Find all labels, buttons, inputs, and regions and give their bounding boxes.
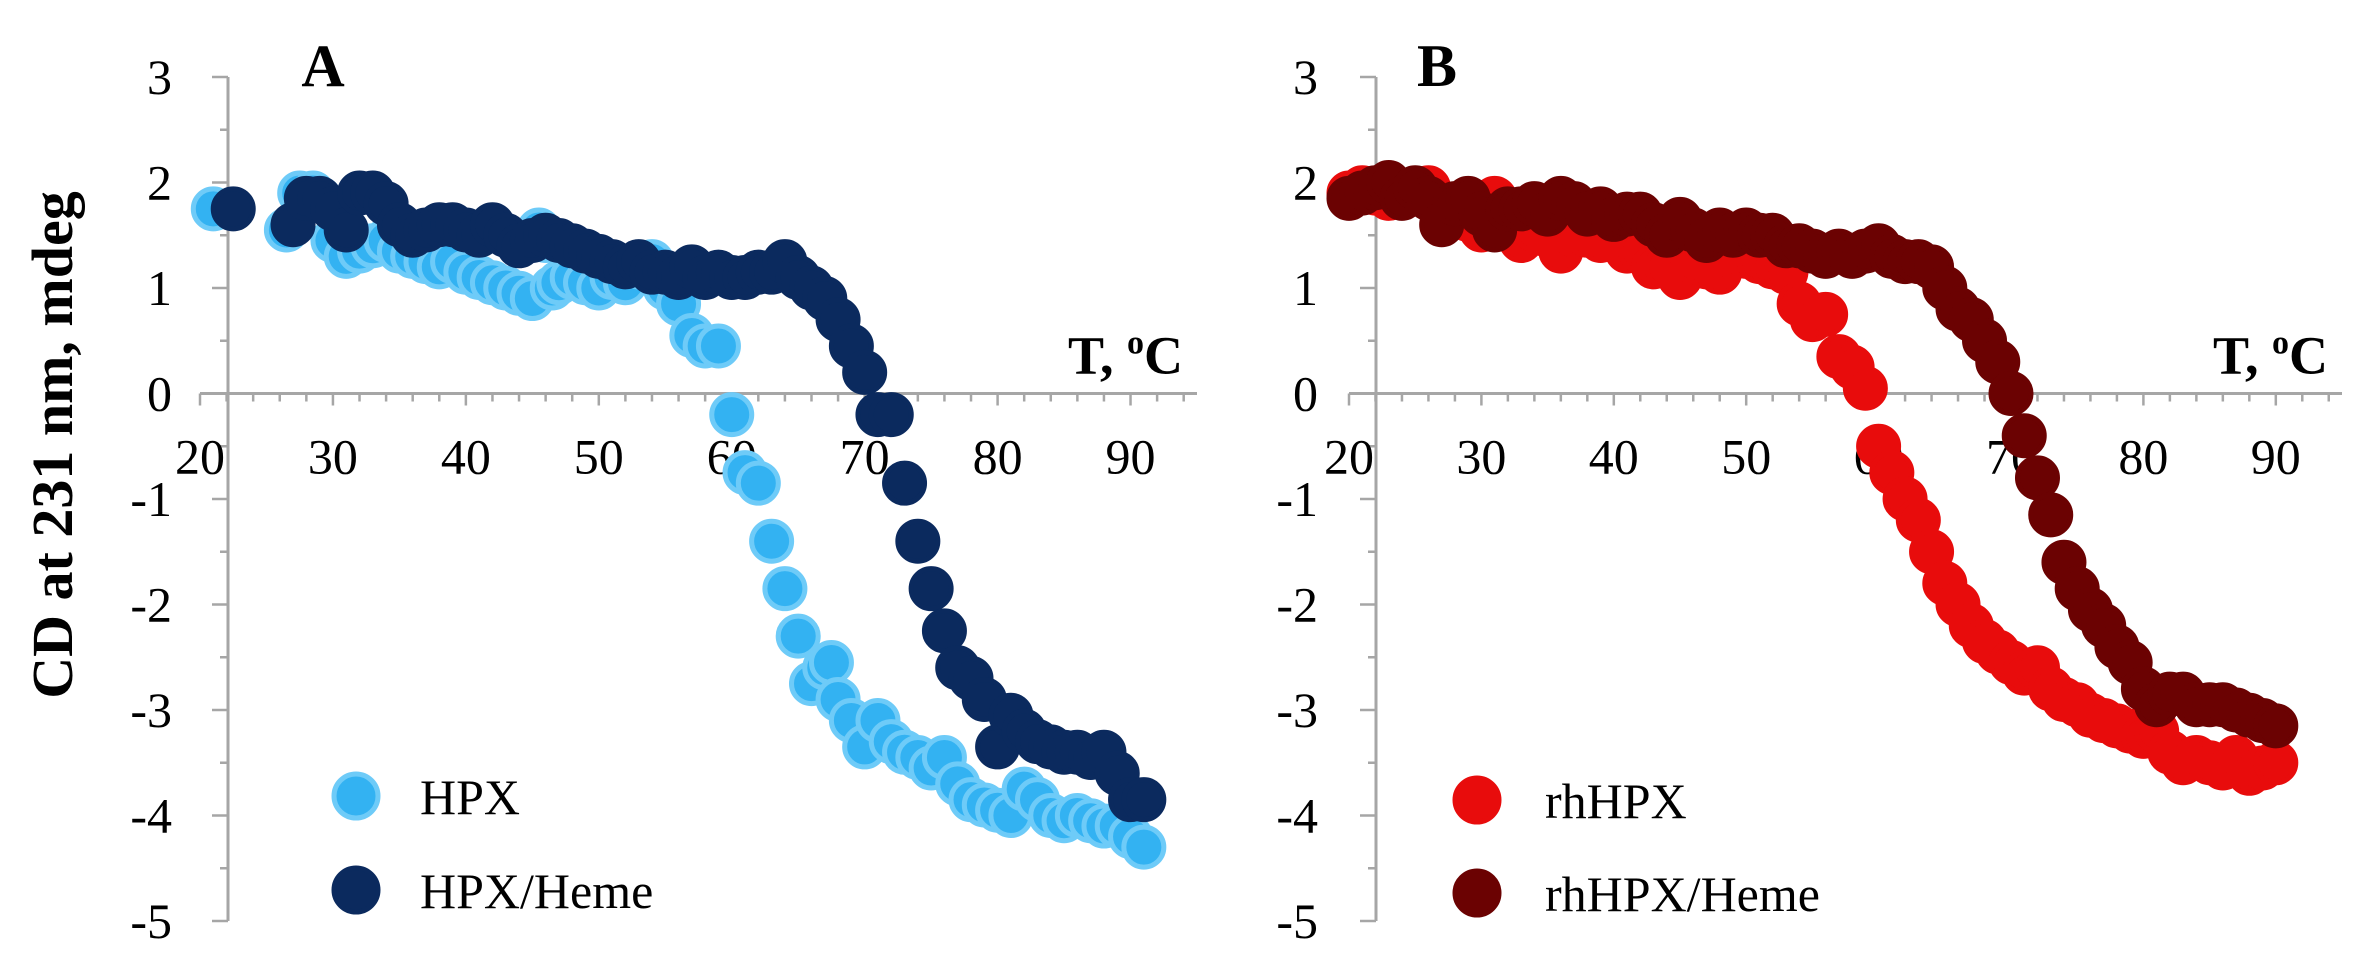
panel-a-point: [762, 566, 808, 612]
panel-a-x-tick-label: 80: [973, 429, 1023, 485]
panel-a-y-tick-label: -3: [130, 682, 172, 738]
panel-a-point: [1121, 777, 1167, 823]
panel-a-point: [775, 613, 821, 659]
panel-a-y-tick-label: 0: [147, 366, 172, 422]
panel-b-y-tick-label: 1: [1293, 260, 1318, 316]
panel-a-y-tick-label: -1: [130, 471, 172, 527]
panel-b-point: [2001, 413, 2047, 459]
y-axis-label: CD at 231 nm, mdeg: [20, 191, 85, 698]
panel-b-point: [2253, 703, 2299, 749]
panel-b-point: [2253, 740, 2299, 786]
panel-a-x-tick-label: 90: [1106, 429, 1156, 485]
panel-a-x-tick-label: 70: [840, 429, 890, 485]
panel-a-point: [868, 392, 914, 438]
panel-a-x-tick-label: 40: [441, 429, 491, 485]
panel-a-legend-label: HPX: [420, 769, 520, 825]
panel-b-x-tick-label: 50: [1721, 429, 1771, 485]
panel-a-y-tick-label: -4: [130, 788, 172, 844]
panel-a-x-tick-label: 20: [175, 429, 225, 485]
panel-b-point: [2014, 455, 2060, 501]
panel-b-y-tick-label: 3: [1293, 49, 1318, 105]
panel-a-series-2: [210, 170, 1167, 823]
panel-a-y-tick-label: 2: [147, 155, 172, 211]
panel-b-series-2: [1326, 160, 2299, 749]
panel-a-point: [323, 207, 369, 253]
panel-a-point: [749, 518, 795, 564]
panel-b-y-tick-label: 0: [1293, 366, 1318, 422]
panel-b-legend-marker: [1452, 868, 1502, 918]
panel-b-y-tick-label: 2: [1293, 155, 1318, 211]
panel-b-point: [1842, 365, 1888, 411]
panel-b-y-tick-label: -3: [1276, 682, 1318, 738]
panel-a-point: [1121, 824, 1167, 870]
panel-b-point: [1803, 291, 1849, 337]
panel-b-point: [1988, 371, 2034, 416]
panel-a-legend-marker: [331, 771, 381, 821]
panel-a-y-tick-label: 3: [147, 49, 172, 105]
panel-a-point: [921, 608, 967, 654]
panel-b-x-tick-label: 30: [1456, 429, 1506, 485]
panel-a-x-axis-title: T, oC: [1068, 325, 1183, 386]
panel-b-y-tick-label: -4: [1276, 788, 1318, 844]
panel-a-point: [808, 640, 854, 686]
panel-b-legend-label: rhHPX/Heme: [1545, 866, 1820, 922]
panel-a-point: [882, 460, 928, 506]
panel-a-x-tick-label: 50: [574, 429, 624, 485]
panel-a-point: [709, 392, 755, 438]
panel-a-legend-marker: [331, 865, 381, 915]
panel-b-x-tick-label: 20: [1324, 429, 1374, 485]
panel-b-label: B: [1417, 33, 1457, 99]
panel-b-x-tick-label: 90: [2251, 429, 2301, 485]
panel-b-legend-label: rhHPX: [1545, 773, 1687, 829]
panel-b-y-tick-label: -2: [1276, 577, 1318, 633]
panel-b-y-tick-label: -1: [1276, 471, 1318, 527]
panel-a-y-tick-label: 1: [147, 260, 172, 316]
panel-a-point: [695, 323, 741, 369]
panel-b-point: [2028, 492, 2074, 538]
panel-a-point: [735, 460, 781, 506]
panel-a-point: [895, 518, 941, 564]
panel-b-y-tick-label: -5: [1276, 893, 1318, 949]
panel-b-legend-marker: [1452, 775, 1502, 825]
panel-a-point: [842, 349, 888, 395]
panel-a-x-tick-label: 30: [308, 429, 358, 485]
panel-a-label: A: [301, 33, 344, 99]
panel-a-y-tick-label: -2: [130, 577, 172, 633]
panel-b-x-axis-title: T, oC: [2213, 325, 2328, 386]
panel-b-x-tick-label: 80: [2118, 429, 2168, 485]
panel-a-legend-label: HPX/Heme: [420, 863, 653, 919]
panel-b-x-tick-label: 40: [1589, 429, 1639, 485]
panel-a-y-tick-label: -5: [130, 893, 172, 949]
panel-a-point: [908, 566, 954, 612]
panel-a-point: [210, 186, 256, 232]
